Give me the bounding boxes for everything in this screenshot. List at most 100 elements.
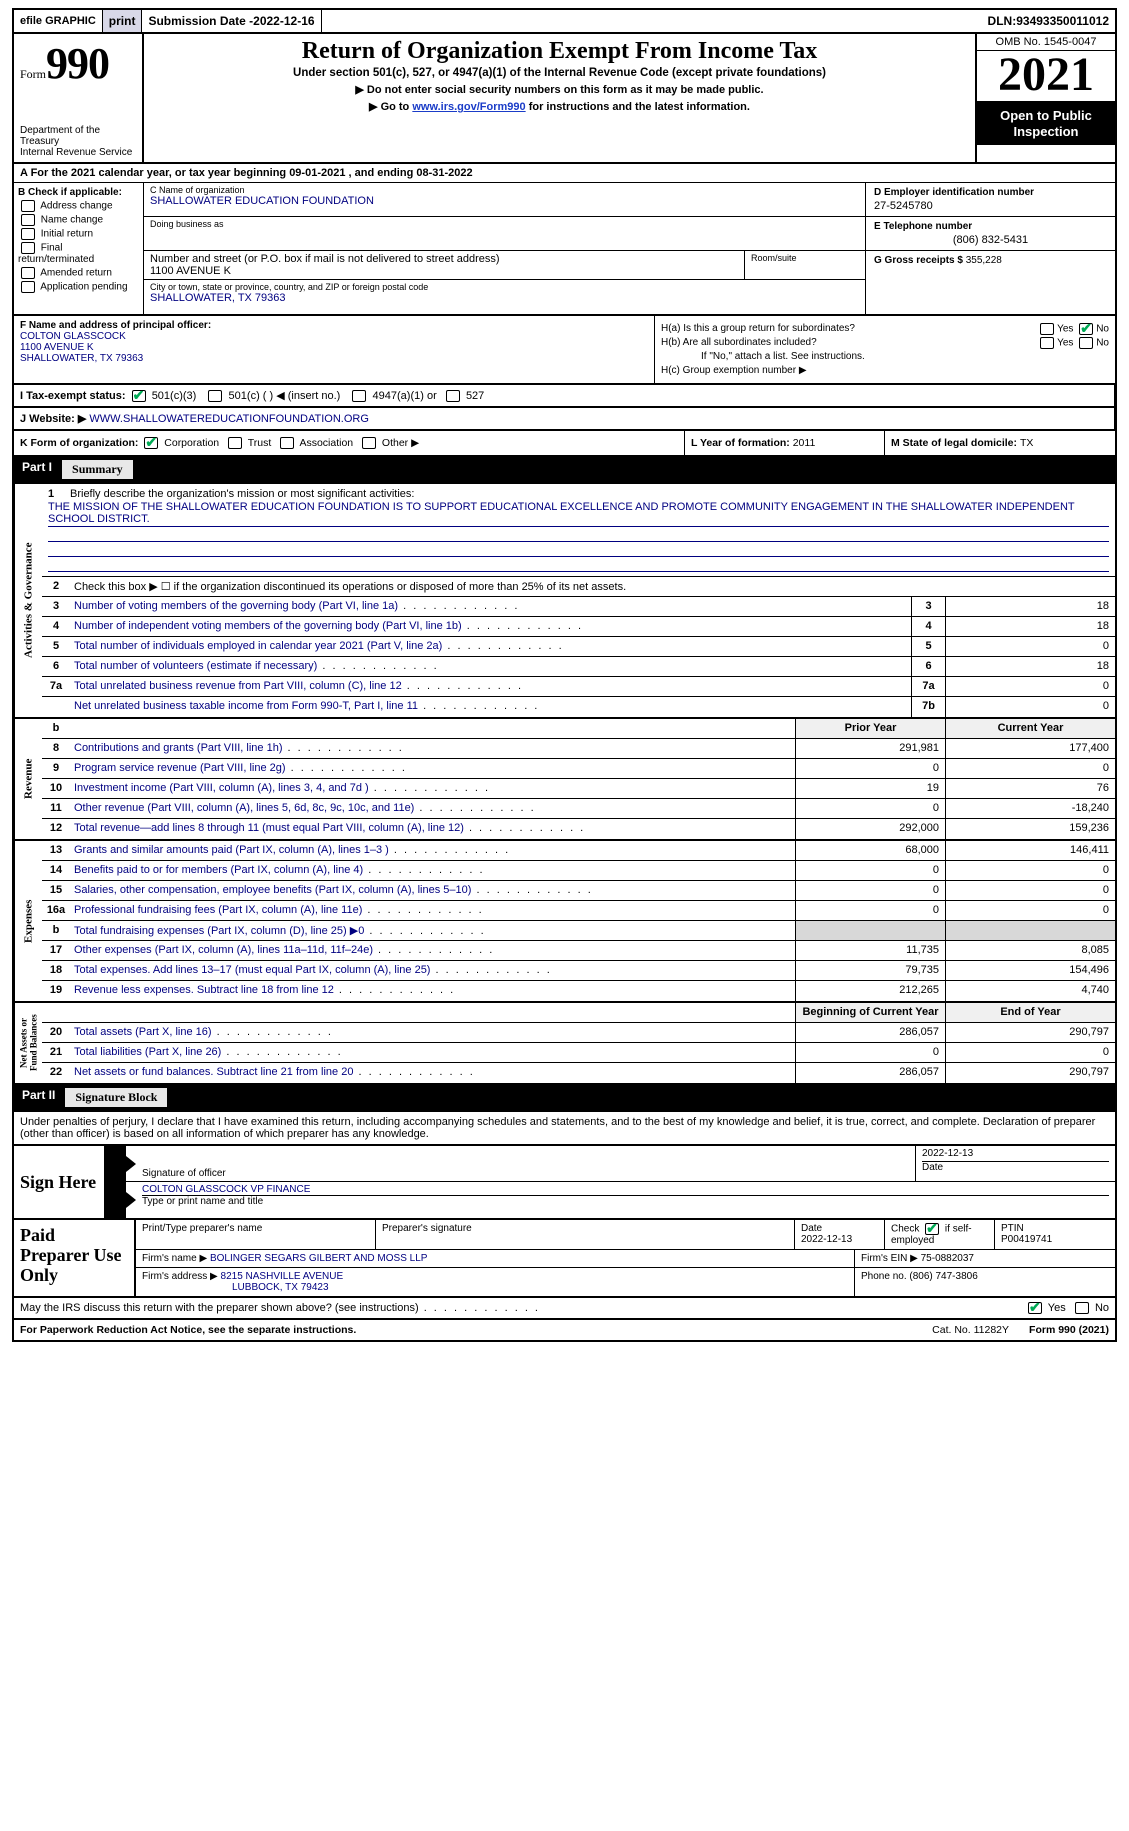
cb-trust[interactable] — [228, 437, 242, 449]
section-b-c-d: B Check if applicable: Address change Na… — [12, 183, 1117, 316]
vtab-exp: Expenses — [14, 841, 42, 1001]
row-j: J Website: ▶ WWW.SHALLOWATEREDUCATIONFOU… — [12, 408, 1117, 431]
line-15: 15 Salaries, other compensation, employe… — [42, 881, 1115, 901]
cb-initial-return[interactable]: Initial return — [18, 228, 139, 240]
mission-blank2 — [48, 542, 1109, 557]
officer-label: F Name and address of principal officer: — [20, 320, 211, 331]
cb-amended-return[interactable]: Amended return — [18, 267, 139, 279]
print-button[interactable]: print — [103, 10, 143, 32]
gross-value: 355,228 — [966, 255, 1002, 266]
l-label: L Year of formation: — [691, 437, 793, 449]
form-title: Return of Organization Exempt From Incom… — [150, 38, 969, 65]
line-13: 13 Grants and similar amounts paid (Part… — [42, 841, 1115, 861]
h-b-note: If "No," attach a list. See instructions… — [661, 351, 1109, 362]
discuss-yes-cb[interactable] — [1028, 1302, 1042, 1314]
h-c-row: H(c) Group exemption number ▶ — [661, 365, 1109, 376]
prior-year-hdr: Prior Year — [795, 719, 945, 738]
website-label: J Website: ▶ — [20, 413, 89, 425]
hb-no-cb[interactable] — [1079, 337, 1093, 349]
org-name: SHALLOWATER EDUCATION FOUNDATION — [150, 195, 859, 207]
dba-row: Doing business as — [144, 217, 865, 251]
cb-self-employed[interactable] — [925, 1223, 939, 1235]
cb-corp[interactable] — [144, 437, 158, 449]
irs-link[interactable]: www.irs.gov/Form990 — [412, 101, 525, 113]
sig-date-label: Date — [922, 1161, 1109, 1173]
hb-yes-cb[interactable] — [1040, 337, 1054, 349]
org-name-row: C Name of organization SHALLOWATER EDUCA… — [144, 183, 865, 217]
mission-text: THE MISSION OF THE SHALLOWATER EDUCATION… — [48, 500, 1109, 527]
line-6: 6 Total number of volunteers (estimate i… — [42, 657, 1115, 677]
cb-other[interactable] — [362, 437, 376, 449]
discuss-row: May the IRS discuss this return with the… — [12, 1298, 1117, 1320]
firm-name: BOLINGER SEGARS GILBERT AND MOSS LLP — [210, 1253, 427, 1264]
firm-addr1: 8215 NASHVILLE AVENUE — [221, 1271, 344, 1282]
cb-501c[interactable] — [208, 390, 222, 402]
officer-name: COLTON GLASSCOCK — [20, 331, 648, 342]
arrow-icon — [106, 1146, 126, 1181]
discuss-text: May the IRS discuss this return with the… — [20, 1302, 419, 1314]
cb-application-pending[interactable]: Application pending — [18, 281, 139, 293]
bcy-hdr: Beginning of Current Year — [795, 1003, 945, 1022]
top-toolbar: efile GRAPHIC print Submission Date - 20… — [12, 8, 1117, 34]
na-header-row: Beginning of Current Year End of Year — [42, 1003, 1115, 1023]
efile-label: efile GRAPHIC — [14, 10, 103, 32]
discuss-no-cb[interactable] — [1075, 1302, 1089, 1314]
cb-527[interactable] — [446, 390, 460, 402]
dept-label: Department of the Treasury Internal Reve… — [20, 125, 136, 158]
header-right: OMB No. 1545-0047 2021 Open to Public In… — [975, 34, 1115, 162]
cb-4947[interactable] — [352, 390, 366, 402]
line-b: b Total fundraising expenses (Part IX, c… — [42, 921, 1115, 941]
ptin-value: P00419741 — [1001, 1234, 1052, 1245]
q2-row: 2Check this box ▶ ☐ if the organization … — [42, 577, 1115, 597]
sig-name: COLTON GLASSCOCK VP FINANCE — [142, 1184, 1109, 1195]
part-ii-header: Part IISignature Block — [12, 1085, 1117, 1112]
firm-phone: (806) 747-3806 — [909, 1271, 977, 1282]
phone-value: (806) 832-5431 — [874, 234, 1107, 246]
phone-row: E Telephone number (806) 832-5431 — [866, 217, 1115, 251]
footer-left: For Paperwork Reduction Act Notice, see … — [20, 1324, 912, 1336]
prep-date-label: Date — [801, 1223, 822, 1234]
ha-no-cb[interactable] — [1079, 323, 1093, 335]
prep-name-label: Print/Type preparer's name — [136, 1220, 376, 1249]
group-return-block: H(a) Is this a group return for subordin… — [655, 316, 1115, 383]
prep-date: 2022-12-13 — [801, 1234, 852, 1245]
city-value: SHALLOWATER, TX 79363 — [150, 292, 859, 304]
line-7a: 7a Total unrelated business revenue from… — [42, 677, 1115, 697]
sig-date: 2022-12-13 — [922, 1148, 1109, 1159]
sig-name-label: Type or print name and title — [142, 1195, 1109, 1207]
line-22: 22 Net assets or fund balances. Subtract… — [42, 1063, 1115, 1083]
q1-block: 1Briefly describe the organization's mis… — [42, 484, 1115, 577]
cb-final-return[interactable]: Final return/terminated — [18, 242, 139, 265]
gross-receipts-row: G Gross receipts $ 355,228 — [866, 251, 1115, 270]
header-sub3: ▶ Go to www.irs.gov/Form990 for instruct… — [150, 100, 969, 113]
k-label: K Form of organization: — [20, 437, 138, 449]
na-section: Net Assets or Fund Balances Beginning of… — [12, 1003, 1117, 1085]
line-10: 10 Investment income (Part VIII, column … — [42, 779, 1115, 799]
cb-501c3[interactable] — [132, 390, 146, 402]
gross-label: G Gross receipts $ — [874, 255, 966, 266]
rev-section: Revenue b Prior Year Current Year 8 Cont… — [12, 719, 1117, 841]
current-year-hdr: Current Year — [945, 719, 1115, 738]
ein-value: 27-5245780 — [874, 200, 1107, 212]
firm-ein-label: Firm's EIN ▶ — [861, 1253, 921, 1264]
line-4: 4 Number of independent voting members o… — [42, 617, 1115, 637]
sig-declaration: Under penalties of perjury, I declare th… — [12, 1112, 1117, 1146]
column-c: C Name of organization SHALLOWATER EDUCA… — [144, 183, 865, 314]
line-17: 17 Other expenses (Part IX, column (A), … — [42, 941, 1115, 961]
street-value: 1100 AVENUE K — [150, 265, 738, 277]
cb-assoc[interactable] — [280, 437, 294, 449]
ha-yes-cb[interactable] — [1040, 323, 1054, 335]
mission-blank3 — [48, 557, 1109, 572]
officer-street: 1100 AVENUE K — [20, 342, 648, 353]
street-label: Number and street (or P.O. box if mail i… — [150, 253, 738, 265]
principal-officer: F Name and address of principal officer:… — [14, 316, 655, 383]
cb-name-change[interactable]: Name change — [18, 214, 139, 226]
sign-here-block: Sign Here Signature of officer 2022-12-1… — [12, 1146, 1117, 1220]
vtab-na: Net Assets or Fund Balances — [14, 1003, 42, 1083]
dln: DLN: 93493350011012 — [982, 10, 1115, 32]
row-k-l-m: K Form of organization: Corporation Trus… — [12, 431, 1117, 457]
firm-addr-label: Firm's address ▶ — [142, 1271, 221, 1282]
header-sub1: Under section 501(c), 527, or 4947(a)(1)… — [150, 67, 969, 79]
section-f-h: F Name and address of principal officer:… — [12, 316, 1117, 385]
cb-address-change[interactable]: Address change — [18, 200, 139, 212]
